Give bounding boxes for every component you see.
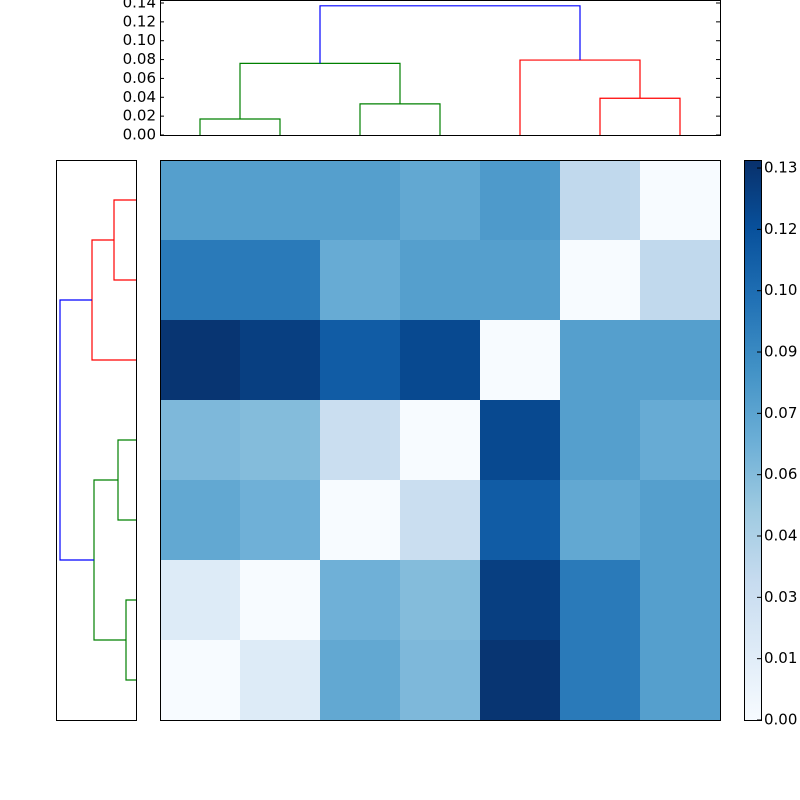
heatmap-cell	[320, 640, 401, 721]
colorbar	[744, 160, 761, 720]
y-tick-label: 0.02	[123, 107, 156, 125]
heatmap-cell	[560, 240, 641, 321]
axes-frame	[160, 0, 721, 136]
heatmap-cell	[640, 320, 721, 401]
heatmap-cell	[400, 480, 481, 561]
heatmap-cell	[640, 640, 721, 721]
heatmap-cell	[240, 480, 321, 561]
dendrogram-link	[125, 599, 136, 681]
heatmap-cell	[480, 240, 561, 321]
heatmap-cell	[240, 240, 321, 321]
heatmap-cell	[240, 160, 321, 241]
heatmap-cell	[400, 240, 481, 321]
dendrogram-link	[59, 299, 94, 561]
heatmap-cell	[640, 240, 721, 321]
colorbar-tick-label: 0.09	[764, 343, 797, 361]
heatmap-cell	[400, 640, 481, 721]
heatmap-cell	[480, 160, 561, 241]
heatmap-cell	[480, 640, 561, 721]
dendrogram-link	[519, 59, 641, 135]
y-tick-label: 0.04	[123, 88, 156, 106]
heatmap-cell	[160, 480, 241, 561]
y-tick-label: 0.08	[123, 50, 156, 68]
heatmap-cell	[560, 480, 641, 561]
y-tick-label: 0.14	[123, 0, 156, 12]
axes-frame	[56, 160, 137, 721]
heatmap-cell	[400, 560, 481, 641]
heatmap-cell	[160, 160, 241, 241]
heatmap-cell	[640, 560, 721, 641]
heatmap-cell	[160, 240, 241, 321]
colorbar-tick-label: 0.06	[764, 465, 797, 483]
y-tick-label: 0.06	[123, 69, 156, 87]
heatmap-cell	[560, 160, 641, 241]
dendrogram-link	[239, 62, 401, 119]
heatmap-cell	[560, 560, 641, 641]
heatmap-cell	[160, 320, 241, 401]
heatmap-cell	[320, 160, 401, 241]
colorbar-tick-label: 0.01	[764, 649, 797, 667]
heatmap-cell	[400, 160, 481, 241]
colorbar-tick-label: 0.00	[764, 711, 797, 729]
colorbar-frame	[744, 160, 762, 721]
heatmap-cell	[560, 640, 641, 721]
heatmap-cell	[480, 480, 561, 561]
heatmap-cell	[640, 400, 721, 481]
heatmap-cell	[240, 560, 321, 641]
heatmap-cell	[640, 480, 721, 561]
heatmap-cell	[400, 320, 481, 401]
heatmap-cell	[480, 400, 561, 481]
y-tick-label: 0.12	[123, 12, 156, 30]
heatmap-cell	[480, 320, 561, 401]
heatmap-cell	[320, 480, 401, 561]
dendrogram-link	[93, 479, 126, 641]
dendrogram-link	[319, 5, 581, 64]
heatmap-cell	[160, 560, 241, 641]
heatmap-cell	[320, 240, 401, 321]
heatmap-cell	[320, 320, 401, 401]
heatmap-cell	[640, 160, 721, 241]
heatmap-cell	[240, 640, 321, 721]
colorbar-tick-label: 0.07	[764, 404, 797, 422]
heatmap-cell	[560, 320, 641, 401]
colorbar-tick-label: 0.12	[764, 220, 797, 238]
dendrogram-link	[199, 118, 281, 135]
axes-frame	[160, 160, 721, 721]
y-tick-label: 0.10	[123, 31, 156, 49]
colorbar-tick-label: 0.04	[764, 527, 797, 545]
dendrogram-link	[113, 199, 136, 281]
heatmap-cell	[160, 640, 241, 721]
dendrogram-link	[117, 439, 136, 521]
heatmap-cell	[160, 400, 241, 481]
heatmap-cell	[320, 400, 401, 481]
dendrogram-link	[599, 97, 681, 135]
colorbar-tick-label: 0.10	[764, 281, 797, 299]
heatmap-cell	[240, 320, 321, 401]
heatmap-cell	[240, 400, 321, 481]
dendrogram-link	[359, 103, 441, 135]
colorbar-tick-label: 0.03	[764, 588, 797, 606]
heatmap-cell	[560, 400, 641, 481]
heatmap-cell	[400, 400, 481, 481]
y-tick-label: 0.00	[123, 126, 156, 144]
heatmap-cell	[480, 560, 561, 641]
heatmap-cell	[320, 560, 401, 641]
colorbar-tick-label: 0.13	[764, 159, 797, 177]
